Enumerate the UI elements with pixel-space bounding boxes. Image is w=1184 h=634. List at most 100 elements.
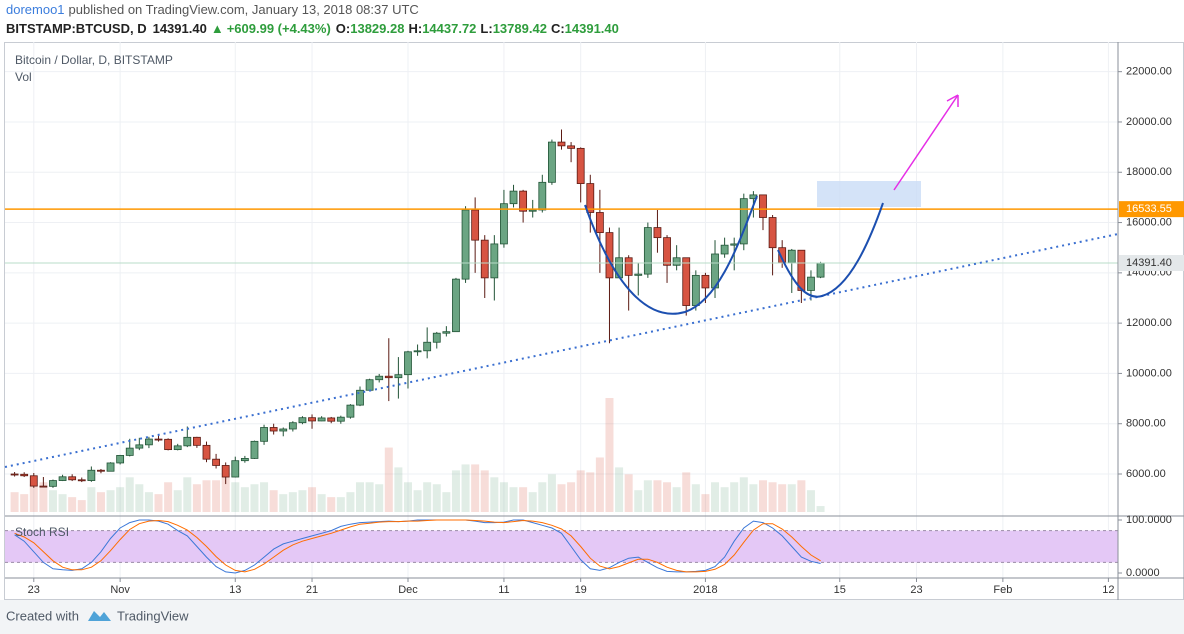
candle-body (557, 141, 566, 147)
y-tick-label: 22000.00 (1126, 66, 1172, 78)
volume-bar (77, 500, 86, 512)
candle-body (787, 249, 796, 264)
candle-body (375, 375, 384, 381)
volume-bar (528, 492, 537, 512)
volume-bar (653, 480, 662, 512)
volume-bar (279, 494, 288, 512)
volume-bar (595, 457, 604, 512)
volume-bar (758, 480, 767, 512)
candle-body (807, 276, 815, 291)
last: 14391.40 (153, 21, 207, 36)
footer (0, 600, 1184, 634)
candle-body (576, 147, 585, 184)
arrow (893, 94, 959, 191)
y-tick-label: 16000.00 (1126, 216, 1172, 228)
volume-bar (202, 480, 211, 512)
candle-body (490, 243, 499, 279)
candle-body (77, 479, 86, 482)
volume-bar (327, 497, 336, 512)
target-zone (817, 181, 921, 207)
volume-bar (173, 490, 182, 512)
candle-body (672, 257, 681, 266)
candle-body (221, 465, 230, 478)
candle-body (49, 480, 57, 487)
volume-bar (10, 492, 19, 512)
x-tick-label: 23 (28, 584, 40, 596)
candle-body (548, 141, 556, 183)
y-tick-label: 20000.00 (1126, 116, 1172, 128)
candle-body (653, 227, 662, 239)
last-price-label: 14391.40 (1126, 257, 1172, 269)
label: H: (408, 21, 422, 36)
candle-body (413, 350, 422, 353)
volume-bar (442, 492, 451, 512)
candle-body (173, 445, 182, 451)
volume-bar (557, 484, 566, 512)
grid (5, 42, 1118, 578)
author[interactable]: doremoo1 (6, 2, 65, 17)
candle-body (452, 278, 460, 333)
candle-body (10, 473, 19, 476)
value: 13789.42 (493, 21, 547, 36)
candle-body (87, 469, 96, 481)
published: published on TradingView.com, January 13… (69, 2, 419, 17)
candle-body (643, 227, 652, 275)
volume-bar (730, 482, 739, 512)
volume-bar (413, 490, 422, 512)
volume-bar (451, 470, 460, 512)
candle-body (797, 249, 806, 291)
volume-bar (96, 492, 105, 512)
candle-body (164, 438, 173, 451)
candle-body (327, 417, 336, 422)
candle-body (231, 460, 240, 478)
x-tick-label: 15 (834, 584, 846, 596)
candle-body (538, 181, 547, 211)
volume-bar (346, 492, 355, 512)
up-icon: ▲ (211, 21, 224, 36)
value: 14437.72 (422, 21, 476, 36)
candle-body (269, 427, 278, 432)
value: 14391.40 (565, 21, 619, 36)
axes: 6000.008000.0010000.0012000.0014000.0016… (5, 42, 1184, 600)
volume-bar (375, 484, 384, 512)
volume-bar (87, 487, 96, 512)
value: 13829.28 (350, 21, 404, 36)
level-tag (1119, 201, 1184, 218)
candle-body (509, 190, 518, 205)
candle-body (595, 212, 604, 234)
volume-bar (144, 492, 153, 512)
x-tick-label: 23 (910, 584, 922, 596)
volume-bar (336, 497, 345, 512)
volume-bar (298, 490, 307, 512)
candle-body (356, 389, 364, 406)
x-tick-label: Dec (398, 584, 418, 596)
candle-body (97, 469, 105, 472)
candle-body (586, 183, 595, 213)
y-tick-label: 8000.00 (1126, 418, 1166, 430)
candle-body (116, 455, 125, 464)
volume-bar (643, 480, 652, 512)
level-label: 16533.55 (1126, 203, 1172, 215)
candle-body (336, 416, 345, 422)
y-tick-label: 18000.00 (1126, 166, 1172, 178)
candle-body (528, 209, 537, 212)
x-tick-label: 2018 (693, 584, 717, 596)
volume-bar (471, 464, 480, 512)
volume-bar (672, 487, 681, 512)
cup-curve (584, 195, 758, 315)
footer-text: Created with (6, 608, 79, 623)
footer-brand[interactable]: TradingView (117, 608, 189, 623)
candle-body (260, 427, 268, 442)
volume-bar (787, 484, 796, 512)
volume-bar (634, 490, 643, 512)
candle-body (39, 485, 48, 488)
y-tick-label: 100.0000 (1126, 514, 1172, 526)
candle-body (58, 476, 67, 481)
volume-bar (624, 474, 633, 512)
volume-bar (135, 484, 144, 512)
volume-bar (519, 487, 528, 512)
candle-body (288, 422, 297, 430)
volume-bar (432, 484, 441, 512)
candle-body (480, 239, 489, 279)
candle-body (471, 209, 480, 241)
